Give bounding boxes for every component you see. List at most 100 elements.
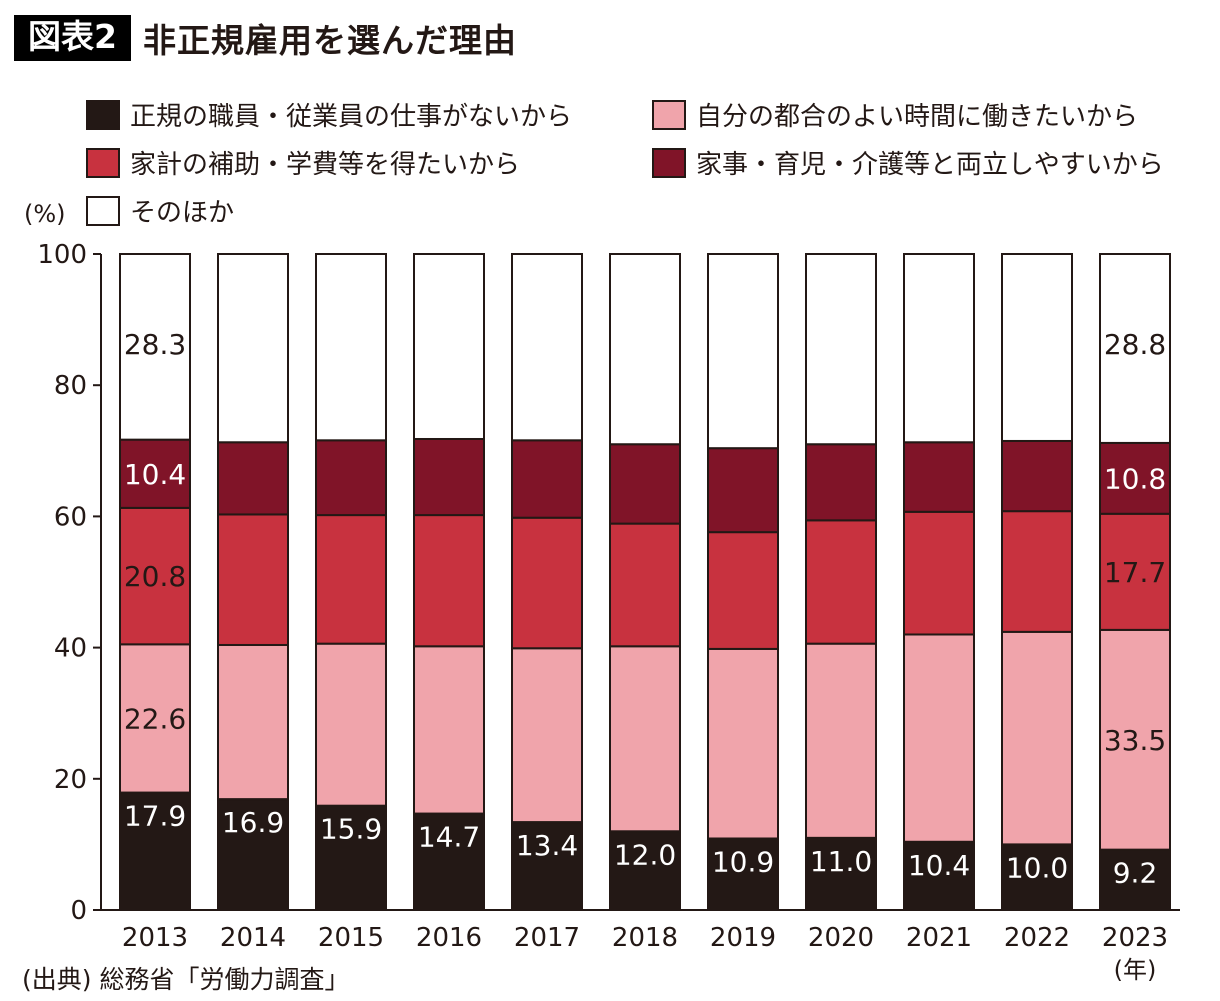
bar-segment-2013-s2 [119, 506, 191, 646]
x-tick-label-2016: 2016 [416, 923, 482, 953]
data-label-2017-s0: 13.4 [516, 829, 578, 862]
bar-segment-2020-s2 [805, 519, 877, 645]
bar-segment-2022-s2 [1001, 510, 1073, 633]
data-label-2022-s0: 10.0 [1006, 851, 1068, 884]
bar-segment-2020-s4 [805, 253, 877, 446]
bar-segment-2016-s3 [413, 437, 485, 517]
bar-segment-2019-s4 [707, 253, 779, 450]
legend-item-convenient-time: 自分の都合のよい時間に働きたいから [652, 96, 1138, 133]
legend-swatch-red [86, 147, 120, 178]
bar-segment-2021-s0 [903, 840, 975, 911]
data-label-2013-s4: 28.3 [124, 328, 186, 361]
bar-segment-2018-s4 [609, 253, 681, 446]
y-tick-label-0: 0 [70, 896, 87, 926]
legend-swatch-black [86, 99, 120, 130]
figure-badge: 図表2 [14, 14, 131, 62]
bar-segment-2021-s4 [903, 253, 975, 444]
bar-segment-2022-s4 [1001, 253, 1073, 442]
data-label-2023-s3: 10.8 [1104, 462, 1166, 495]
data-label-2015-s0: 15.9 [320, 813, 382, 846]
legend-label: 正規の職員・従業員の仕事がないから [130, 102, 573, 132]
bar-segment-2015-s3 [315, 439, 387, 517]
bar-segment-2019-s2 [707, 531, 779, 650]
x-tick-label-2020: 2020 [808, 923, 874, 953]
bar-segment-2018-s2 [609, 522, 681, 648]
x-tick-label-2021: 2021 [906, 923, 972, 953]
y-tick-label-100: 100 [37, 240, 87, 270]
x-tick-label-2018: 2018 [612, 923, 678, 953]
bar-segment-2019-s1 [707, 647, 779, 840]
bar-segment-2017-s3 [511, 439, 583, 519]
y-axis-unit: (%) [24, 200, 66, 228]
legend-item-housework-balance: 家事・育児・介護等と両立しやすいから [652, 144, 1164, 181]
bar-segment-2014-s3 [217, 441, 289, 516]
bar-segment-2015-s2 [315, 514, 387, 645]
legend-item-other: そのほか [86, 192, 234, 229]
bar-segment-2016-s2 [413, 514, 485, 648]
data-label-2019-s0: 10.9 [712, 845, 774, 878]
data-label-2013-s0: 17.9 [124, 800, 186, 833]
data-label-2023-s4: 28.8 [1104, 328, 1166, 361]
legend-label: 自分の都合のよい時間に働きたいから [696, 102, 1139, 132]
bar-segment-2014-s1 [217, 643, 289, 801]
bar-segment-2013-s4 [119, 253, 191, 441]
legend-label: そのほか [130, 198, 235, 228]
bar-segment-2022-s1 [1001, 630, 1073, 846]
x-tick-label-2015: 2015 [318, 923, 384, 953]
legend: 正規の職員・従業員の仕事がないから 自分の都合のよい時間に働きたいから 家計の補… [86, 96, 1206, 236]
data-label-2018-s0: 12.0 [614, 838, 676, 871]
bar-segment-2015-s4 [315, 253, 387, 442]
chart-title-block: 図表2 非正規雇用を選んだ理由 [14, 14, 517, 62]
bar-segment-2023-s3 [1099, 441, 1171, 515]
bar-segment-2017-s2 [511, 516, 583, 650]
bar-segment-2019-s3 [707, 447, 779, 534]
bar-segment-2021-s3 [903, 441, 975, 513]
y-tick-label-40: 40 [54, 634, 87, 664]
bar-segment-2018-s1 [609, 645, 681, 833]
bar-segment-2023-s4 [1099, 253, 1171, 444]
y-tick-label-80: 80 [54, 371, 87, 401]
bar-segment-2015-s0 [315, 804, 387, 911]
bar-segment-2023-s2 [1099, 512, 1171, 631]
data-label-2016-s0: 14.7 [418, 821, 480, 854]
data-label-2013-s3: 10.4 [124, 458, 186, 491]
data-label-2013-s1: 22.6 [124, 702, 186, 735]
data-label-2013-s2: 20.8 [124, 560, 186, 593]
bar-segment-2018-s0 [609, 830, 681, 912]
x-tick-label-2022: 2022 [1004, 923, 1070, 953]
data-label-2023-s1: 33.5 [1104, 724, 1166, 757]
data-label-2023-s0: 9.2 [1113, 857, 1158, 890]
bar-segment-2016-s0 [413, 812, 485, 911]
data-label-2023-s2: 17.7 [1104, 556, 1166, 589]
x-tick-label-2014: 2014 [220, 923, 286, 953]
bar-segment-2018-s3 [609, 443, 681, 525]
data-label-2020-s0: 11.0 [810, 845, 872, 878]
bar-segment-2023-s1 [1099, 628, 1171, 851]
bar-segment-2022-s0 [1001, 843, 1073, 912]
x-tick-label-2013: 2013 [122, 923, 188, 953]
x-tick-label-2019: 2019 [710, 923, 776, 953]
bar-segment-2013-s3 [119, 438, 191, 509]
bar-segment-2020-s1 [805, 642, 877, 839]
bar-segment-2014-s0 [217, 798, 289, 911]
legend-item-no-regular-job: 正規の職員・従業員の仕事がないから [86, 96, 572, 133]
bar-segment-2017-s0 [511, 821, 583, 912]
bar-segment-2017-s4 [511, 253, 583, 442]
legend-swatch-maroon [652, 147, 686, 178]
source-note: (出典) 総務省「労働力調査」 [22, 965, 350, 994]
bar-segment-2017-s1 [511, 647, 583, 824]
bar-segment-2014-s4 [217, 253, 289, 444]
legend-label: 家事・育児・介護等と両立しやすいから [696, 150, 1164, 180]
data-label-2014-s0: 16.9 [222, 806, 284, 839]
bar-segment-2022-s3 [1001, 439, 1073, 513]
bar-segment-2021-s1 [903, 633, 975, 843]
bar-segment-2016-s1 [413, 645, 485, 815]
x-tick-label-2017: 2017 [514, 923, 580, 953]
bar-segment-2019-s0 [707, 837, 779, 911]
legend-item-household-support: 家計の補助・学費等を得たいから [86, 144, 520, 181]
x-tick-label-2023: 2023 [1102, 923, 1168, 953]
x-axis-unit: (年) [1114, 956, 1157, 984]
bar-segment-2020-s3 [805, 443, 877, 522]
chart-title: 非正規雇用を選んだ理由 [142, 21, 517, 60]
